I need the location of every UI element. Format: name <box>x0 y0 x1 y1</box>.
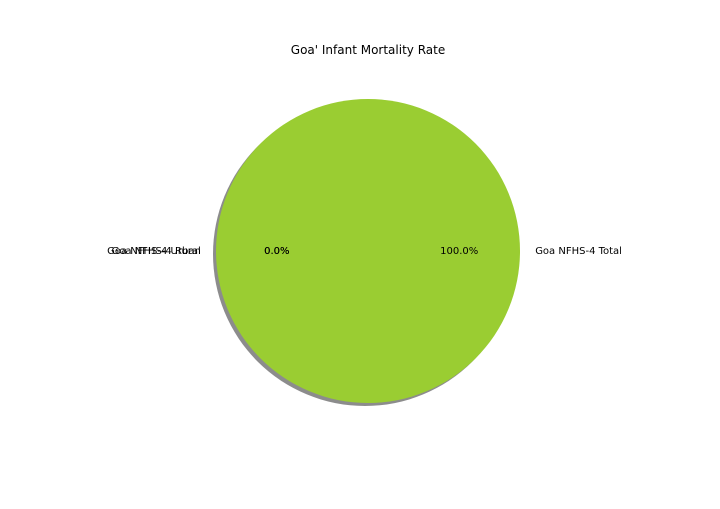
slice-label-goa-nfhs-4-urban: Goa NFHS-4 Urban <box>107 246 201 257</box>
slice-label-goa-nfhs-4-rural: Goa NFHS-4 Rural <box>112 246 201 257</box>
slice-label-goa-nfhs-4-total: Goa NFHS-4 Total <box>535 246 622 257</box>
pie-slice-goa-nfhs-4-total <box>216 99 520 403</box>
pie-labels: Goa NFHS-4 Total 100.0% Goa NFHS-4 Urban 0.… <box>107 246 622 257</box>
slice-percent-goa-nfhs-4-rural: 0.0% <box>264 246 289 257</box>
chart-title: Goa' Infant Mortality Rate <box>291 43 445 57</box>
slice-percent-goa-nfhs-4-urban: 0.0% <box>264 246 289 257</box>
slice-percent-goa-nfhs-4-total: 100.0% <box>440 246 478 257</box>
pie-slices <box>216 99 520 403</box>
